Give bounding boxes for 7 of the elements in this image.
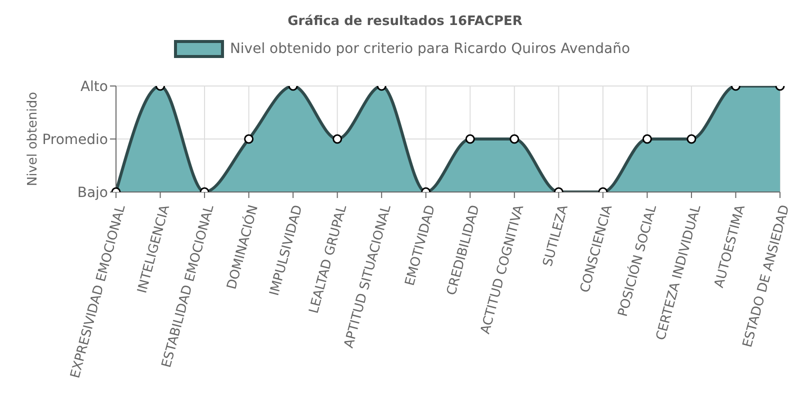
legend-label: Nivel obtenido por criterio para Ricardo Quiros Avendaño [230,41,630,57]
text: Promedio [42,132,108,148]
x-tick-label: LEALTAD GRUPAL [306,202,350,316]
text: Alto [80,78,108,95]
y-axis-title: Nivel obtenido [26,92,41,186]
text: Bajo [77,184,108,201]
chart-title: Gráfica de resultados 16FACPER [286,13,524,31]
